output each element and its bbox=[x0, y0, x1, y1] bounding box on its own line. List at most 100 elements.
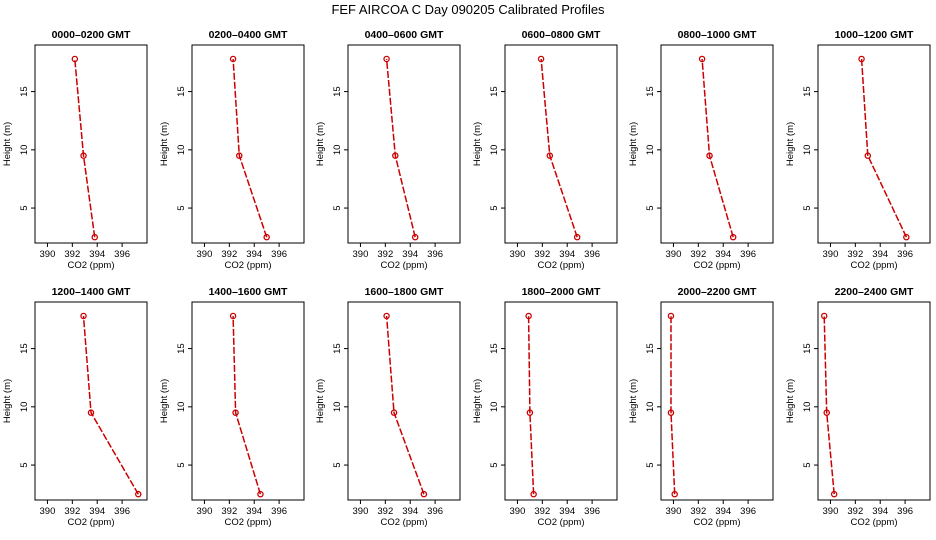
y-tick-label: 15 bbox=[489, 86, 500, 97]
profile-line bbox=[74, 58, 96, 238]
panel-title: 0600–0800 GMT bbox=[522, 29, 601, 41]
x-tick-label: 394 bbox=[715, 249, 731, 260]
figure-title: FEF AIRCOA C Day 090205 Calibrated Profi… bbox=[331, 2, 605, 17]
x-tick-label: 392 bbox=[221, 506, 237, 517]
y-axis-label: Height (m) bbox=[472, 122, 483, 166]
x-axis-label: CO2 (ppm) bbox=[225, 517, 272, 528]
x-tick-label: 394 bbox=[89, 249, 105, 260]
panel-title: 1400–1600 GMT bbox=[209, 286, 288, 298]
x-tick-label: 392 bbox=[534, 249, 550, 260]
y-tick-label: 10 bbox=[489, 402, 500, 413]
x-tick-label: 394 bbox=[402, 249, 418, 260]
y-tick-label: 10 bbox=[645, 145, 656, 156]
x-tick-label: 390 bbox=[510, 249, 526, 260]
data-point bbox=[80, 312, 87, 320]
x-tick-label: 392 bbox=[64, 506, 80, 517]
data-point bbox=[383, 55, 390, 63]
data-point bbox=[864, 152, 872, 159]
y-tick-label: 10 bbox=[645, 402, 656, 413]
x-tick-label: 396 bbox=[271, 249, 287, 260]
x-axis-label: CO2 (ppm) bbox=[381, 517, 428, 528]
data-point bbox=[257, 490, 264, 498]
y-tick-label: 15 bbox=[176, 86, 187, 97]
data-point bbox=[546, 152, 554, 159]
x-tick-label: 394 bbox=[89, 506, 105, 517]
y-tick-label: 10 bbox=[802, 402, 813, 413]
y-tick-label: 10 bbox=[176, 402, 187, 413]
x-axis-label: CO2 (ppm) bbox=[68, 260, 115, 271]
x-tick-label: 390 bbox=[353, 506, 369, 517]
y-tick-label: 15 bbox=[19, 343, 30, 354]
data-point bbox=[411, 233, 419, 241]
data-point bbox=[135, 490, 142, 498]
data-point bbox=[667, 409, 675, 416]
x-tick-label: 394 bbox=[872, 506, 888, 517]
data-point bbox=[729, 233, 737, 241]
x-tick-label: 392 bbox=[377, 506, 393, 517]
plot-frame bbox=[660, 301, 774, 501]
panel-title: 1800–2000 GMT bbox=[522, 286, 601, 298]
x-axis-label: CO2 (ppm) bbox=[538, 260, 585, 271]
x-tick-label: 390 bbox=[197, 506, 213, 517]
y-tick-label: 5 bbox=[176, 462, 187, 467]
x-tick-label: 394 bbox=[402, 506, 418, 517]
x-tick-label: 394 bbox=[246, 249, 262, 260]
data-point bbox=[573, 233, 581, 241]
data-point bbox=[263, 233, 270, 241]
panel-title: 1600–1800 GMT bbox=[365, 286, 444, 298]
x-axis-label: CO2 (ppm) bbox=[225, 260, 272, 271]
y-tick-label: 5 bbox=[19, 205, 30, 210]
x-axis-label: CO2 (ppm) bbox=[381, 260, 428, 271]
x-tick-label: 396 bbox=[897, 249, 913, 260]
x-tick-label: 394 bbox=[872, 249, 888, 260]
data-point bbox=[706, 152, 713, 159]
y-axis-label: Height (m) bbox=[315, 379, 326, 423]
profile-line bbox=[701, 58, 734, 238]
profile-line bbox=[232, 315, 262, 495]
x-tick-label: 392 bbox=[64, 249, 80, 260]
panel-9: 1600–1800 GMT 390 392 394 396 5 10 15 CO2 (ppm) H… bbox=[315, 286, 461, 528]
y-tick-label: 5 bbox=[332, 462, 343, 467]
profile-line bbox=[232, 58, 268, 238]
panel-8: 1400–1600 GMT 390 392 394 396 5 10 15 CO2 (ppm) H… bbox=[159, 286, 305, 528]
panel-title: 1000–1200 GMT bbox=[835, 29, 914, 41]
data-point bbox=[232, 409, 239, 416]
x-axis-label: CO2 (ppm) bbox=[851, 517, 898, 528]
y-axis-label: Height (m) bbox=[628, 379, 639, 423]
panel-title: 0400–0600 GMT bbox=[365, 29, 444, 41]
data-point bbox=[390, 409, 398, 416]
x-tick-label: 396 bbox=[114, 506, 130, 517]
x-tick-label: 396 bbox=[427, 249, 443, 260]
y-tick-label: 10 bbox=[176, 145, 187, 156]
x-axis-label: CO2 (ppm) bbox=[538, 517, 585, 528]
plot-frame bbox=[347, 301, 461, 501]
plot-frame bbox=[817, 301, 931, 501]
panel-title: 0200–0400 GMT bbox=[209, 29, 288, 41]
data-point bbox=[71, 55, 79, 63]
data-point bbox=[526, 409, 534, 416]
y-tick-label: 15 bbox=[645, 343, 656, 354]
x-tick-label: 392 bbox=[690, 506, 706, 517]
data-point bbox=[91, 233, 98, 241]
data-point bbox=[530, 490, 537, 498]
x-tick-label: 390 bbox=[666, 506, 682, 517]
data-point bbox=[420, 490, 428, 498]
x-axis-label: CO2 (ppm) bbox=[851, 260, 898, 271]
data-point bbox=[392, 152, 399, 159]
data-point bbox=[671, 490, 678, 498]
y-tick-label: 5 bbox=[645, 205, 656, 210]
y-tick-label: 15 bbox=[802, 343, 813, 354]
panels-group: 0000–0200 GMT 390 392 394 396 5 10 15 CO2 (ppm) H… bbox=[2, 29, 931, 528]
plot-frame bbox=[34, 301, 148, 501]
x-tick-label: 392 bbox=[690, 249, 706, 260]
x-tick-label: 396 bbox=[584, 249, 600, 260]
y-tick-label: 15 bbox=[332, 86, 343, 97]
plot-frame bbox=[191, 301, 305, 501]
y-tick-label: 10 bbox=[19, 402, 30, 413]
panel-7: 1200–1400 GMT 390 392 394 396 5 10 15 CO2 (ppm) H… bbox=[2, 286, 148, 528]
y-tick-label: 5 bbox=[802, 205, 813, 210]
data-point bbox=[80, 152, 87, 159]
x-tick-label: 392 bbox=[847, 506, 863, 517]
profile-line bbox=[527, 315, 535, 495]
